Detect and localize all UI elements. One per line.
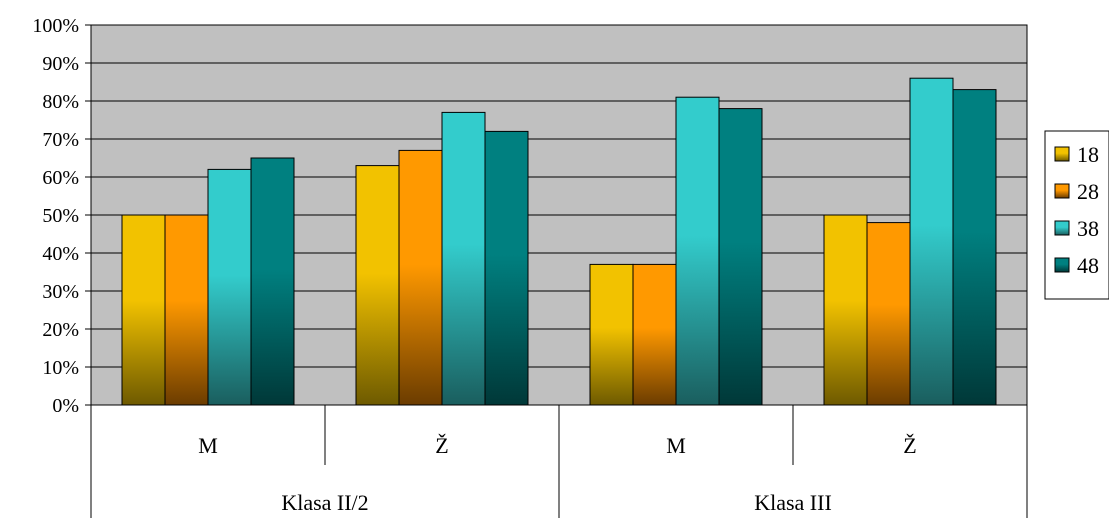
y-tick-label: 100% — [32, 15, 79, 37]
y-tick-label: 40% — [42, 243, 79, 265]
legend: 18 28 38 48 — [1044, 130, 1109, 300]
y-axis-ticks: 0% 10% 20% 30% 40% 50% 60% 70% 80% 90% 100% — [32, 15, 91, 417]
bar-38-1 — [207, 168, 252, 406]
bars — [121, 77, 997, 406]
x-category-label: Ž — [903, 433, 916, 458]
bar-28-3 — [632, 263, 677, 406]
bar-28-2 — [398, 149, 443, 406]
y-tick-label: 80% — [42, 91, 79, 113]
y-tick-label: 70% — [42, 129, 79, 151]
legend-swatch — [1054, 146, 1070, 162]
x-category-label: Ž — [435, 433, 448, 458]
bar-18-3 — [589, 263, 634, 406]
legend-label: 48 — [1077, 253, 1099, 278]
legend-swatch — [1054, 257, 1070, 273]
legend-label: 38 — [1077, 216, 1099, 241]
y-tick-label: 20% — [42, 319, 79, 341]
legend-swatch — [1054, 183, 1070, 199]
bar-28-4 — [866, 222, 911, 406]
bar-38-4 — [909, 77, 954, 406]
legend-label: 18 — [1077, 142, 1099, 167]
bar-18-4 — [823, 214, 868, 406]
legend-swatch — [1054, 220, 1070, 236]
y-tick-label: 90% — [42, 53, 79, 75]
bar-48-2 — [484, 130, 529, 406]
y-tick-label: 0% — [52, 395, 79, 417]
bar-18-1 — [121, 214, 166, 406]
y-tick-label: 30% — [42, 281, 79, 303]
legend-label: 28 — [1077, 179, 1099, 204]
x-group-label: Klasa III — [754, 490, 832, 515]
bar-48-1 — [250, 157, 295, 406]
bar-38-3 — [675, 96, 720, 406]
y-tick-label: 60% — [42, 167, 79, 189]
x-category-label: M — [198, 433, 218, 458]
bar-18-2 — [355, 165, 400, 406]
x-axis: M Ž M Ž Klasa II/2 Klasa III — [90, 405, 1028, 518]
y-tick-label: 50% — [42, 205, 79, 227]
bar-48-4 — [952, 89, 997, 406]
bar-38-2 — [441, 111, 486, 406]
x-category-label: M — [666, 433, 686, 458]
y-tick-label: 10% — [42, 357, 79, 379]
x-group-label: Klasa II/2 — [281, 490, 368, 515]
bar-48-3 — [718, 108, 763, 406]
bar-28-1 — [164, 214, 209, 406]
